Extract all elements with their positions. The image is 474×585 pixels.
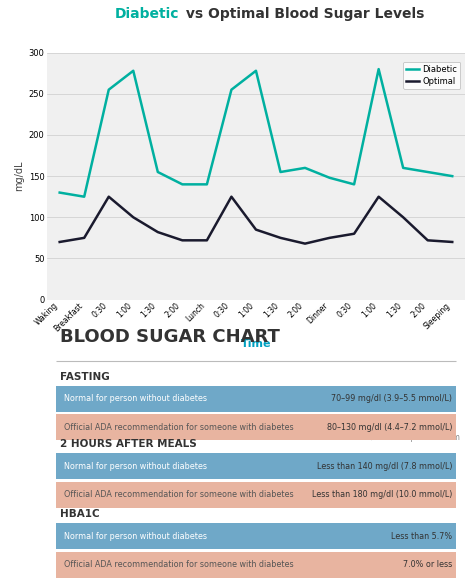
Text: vs Optimal Blood Sugar Levels: vs Optimal Blood Sugar Levels <box>181 6 424 20</box>
Text: ⚕ emedicalpictures.com: ⚕ emedicalpictures.com <box>369 433 460 442</box>
Text: Less than 140 mg/dl (7.8 mmol/L): Less than 140 mg/dl (7.8 mmol/L) <box>317 462 452 471</box>
Text: 2 HOURS AFTER MEALS: 2 HOURS AFTER MEALS <box>60 439 197 449</box>
Text: Diabetic: Diabetic <box>114 6 179 20</box>
FancyBboxPatch shape <box>56 415 456 441</box>
Text: Normal for person without diabetes: Normal for person without diabetes <box>64 394 207 404</box>
Text: BLOOD SUGAR CHART: BLOOD SUGAR CHART <box>60 328 280 346</box>
X-axis label: Time: Time <box>241 339 271 349</box>
Text: 70–99 mg/dl (3.9–5.5 mmol/L): 70–99 mg/dl (3.9–5.5 mmol/L) <box>331 394 452 404</box>
Text: Normal for person without diabetes: Normal for person without diabetes <box>64 462 207 471</box>
FancyBboxPatch shape <box>56 552 456 578</box>
Text: Official ADA recommendation for someone with diabetes: Official ADA recommendation for someone … <box>64 490 294 500</box>
Text: Normal for person without diabetes: Normal for person without diabetes <box>64 532 207 541</box>
FancyBboxPatch shape <box>56 524 456 549</box>
Legend: Diabetic, Optimal: Diabetic, Optimal <box>403 62 460 89</box>
Text: HBA1C: HBA1C <box>60 509 100 519</box>
FancyBboxPatch shape <box>56 386 456 412</box>
FancyBboxPatch shape <box>56 453 456 479</box>
Y-axis label: mg/dL: mg/dL <box>15 161 25 191</box>
FancyBboxPatch shape <box>56 482 456 508</box>
Text: Less than 180 mg/dl (10.0 mmol/L): Less than 180 mg/dl (10.0 mmol/L) <box>311 490 452 500</box>
Text: 7.0% or less: 7.0% or less <box>403 560 452 569</box>
Text: Official ADA recommendation for someone with diabetes: Official ADA recommendation for someone … <box>64 423 294 432</box>
Text: 80–130 mg/dl (4.4–7.2 mmol/L): 80–130 mg/dl (4.4–7.2 mmol/L) <box>327 423 452 432</box>
Text: FASTING: FASTING <box>60 371 109 381</box>
Text: Less than 5.7%: Less than 5.7% <box>391 532 452 541</box>
Text: Official ADA recommendation for someone with diabetes: Official ADA recommendation for someone … <box>64 560 294 569</box>
